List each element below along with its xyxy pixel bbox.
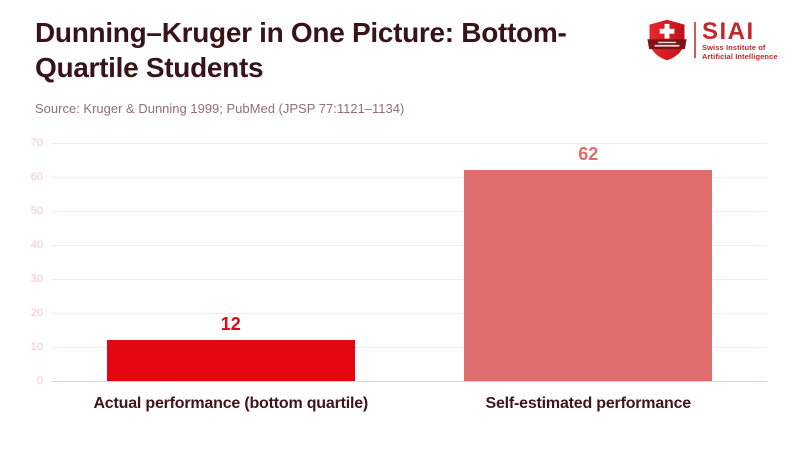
- y-tick-label: 60: [30, 171, 43, 183]
- x-axis-line: [52, 380, 767, 382]
- y-tick-label: 50: [30, 205, 43, 217]
- y-tick-label: 30: [30, 273, 43, 285]
- gridline: [52, 346, 767, 348]
- bar-1: [106, 340, 355, 381]
- y-tick-label: 70: [30, 137, 43, 149]
- bar-2: [464, 170, 713, 381]
- gridline: [52, 210, 767, 212]
- gridline: [52, 244, 767, 246]
- chart-title-line-2: Quartile Students: [35, 52, 264, 83]
- chart-title-line-1: Dunning–Kruger in One Picture: Bottom-: [35, 17, 567, 48]
- chart-title: Dunning–Kruger in One Picture: Bottom- Q…: [35, 15, 567, 85]
- source-citation: Source: Kruger & Dunning 1999; PubMed (J…: [35, 101, 405, 116]
- logo-name-line-2: Artificial Intelligence: [702, 52, 778, 61]
- bar-value-label: 62: [578, 144, 599, 165]
- gridline: [52, 176, 767, 178]
- siai-logo: SIAI Swiss Institute of Artificial Intel…: [646, 18, 778, 67]
- x-axis-category-label: Self-estimated performance: [485, 395, 692, 412]
- bar-value-label: 12: [220, 314, 241, 335]
- logo-acronym: SIAI: [702, 18, 755, 45]
- gridline: [52, 278, 767, 280]
- y-tick-label: 20: [30, 307, 43, 319]
- y-tick-label: 10: [30, 341, 43, 353]
- gridline: [52, 142, 767, 144]
- gridline: [52, 312, 767, 314]
- logo-divider: [694, 22, 696, 58]
- siai-shield-icon: [646, 18, 688, 67]
- x-axis-category-label: Actual performance (bottom quartile): [93, 395, 369, 412]
- logo-text: SIAI Swiss Institute of Artificial Intel…: [702, 18, 778, 62]
- y-tick-label: 40: [30, 239, 43, 251]
- logo-name-line-1: Swiss Institute of: [702, 43, 766, 52]
- y-tick-label: 0: [36, 375, 43, 387]
